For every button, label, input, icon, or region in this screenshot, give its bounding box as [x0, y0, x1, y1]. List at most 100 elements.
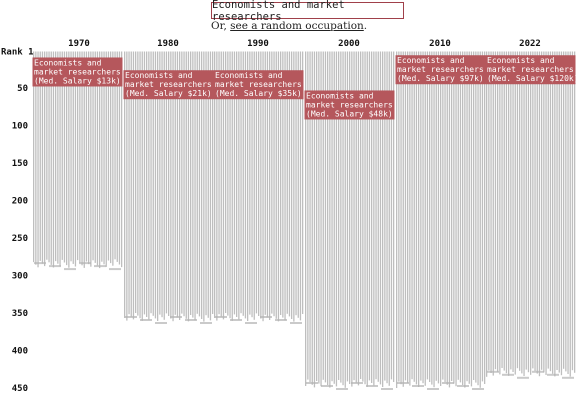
occupation-bar	[152, 51, 154, 316]
highlight-salary-label: (Med. Salary $13k)	[34, 76, 121, 85]
occupation-bar	[293, 51, 295, 322]
occupation-bar	[258, 51, 260, 316]
occupation-bars	[305, 51, 395, 390]
occupation-bar	[46, 51, 48, 260]
year-column-2010: 2010	[396, 39, 486, 390]
occupation-bar	[373, 51, 375, 386]
occupation-bar	[242, 51, 244, 316]
occupation-bar	[418, 51, 420, 387]
occupation-bar	[457, 51, 459, 380]
occupation-bar	[415, 51, 418, 385]
occupation-bar	[379, 51, 382, 385]
highlight-rect	[304, 90, 395, 120]
highlight-name-line2: market researchers	[397, 65, 484, 74]
occupation-bar	[545, 51, 547, 375]
occupation-bar	[275, 51, 277, 319]
occupation-bar	[327, 51, 329, 385]
occupation-bar	[431, 51, 433, 385]
occupation-bar	[349, 51, 351, 384]
highlight-name-line1: Economists and	[34, 58, 102, 67]
occupation-bar	[172, 51, 174, 322]
occupation-bar	[494, 51, 497, 370]
occupation-bar-end	[140, 319, 152, 321]
occupation-bar	[556, 51, 558, 370]
occupation-bar	[307, 51, 309, 380]
occupation-bar	[203, 51, 205, 322]
random-occupation-line: Or, see a random occupation.	[211, 20, 367, 32]
y-tick-label: 350	[12, 309, 28, 319]
occupation-bar	[240, 51, 242, 314]
year-label: 2000	[338, 39, 360, 49]
highlight-rect	[213, 70, 304, 100]
occupation-bar	[192, 51, 194, 318]
occupation-bar	[455, 51, 457, 387]
occupation-bar	[170, 51, 172, 319]
occupation-bar	[81, 51, 83, 266]
occupation-bar	[422, 51, 424, 384]
occupation-bar	[459, 51, 462, 383]
highlight-name-line1: Economists and	[306, 91, 374, 100]
occupation-bars	[214, 51, 304, 324]
occupation-bar	[52, 51, 55, 268]
occupation-bar	[444, 51, 446, 383]
occupation-bar	[368, 51, 371, 381]
occupation-bar	[501, 51, 503, 368]
occupation-bar	[429, 51, 431, 382]
occupation-bar	[440, 51, 442, 386]
occupation-bar	[37, 51, 39, 268]
occupation-bar	[353, 51, 355, 381]
occupation-bar	[481, 51, 484, 382]
occupation-bar	[571, 51, 574, 371]
occupation-bar	[266, 51, 269, 318]
occupation-bar	[322, 51, 324, 380]
occupation-bar	[488, 51, 490, 371]
occupation-bar	[413, 51, 415, 382]
occupation-bar	[351, 51, 353, 387]
occupation-bar	[41, 51, 44, 264]
occupation-bar	[569, 51, 571, 377]
occupation-bar	[560, 51, 563, 376]
occupation-bar	[118, 51, 121, 265]
occupation-bar	[247, 51, 249, 321]
occupation-bar	[409, 51, 411, 386]
occupation-bar-end	[427, 388, 439, 390]
occupation-bar	[72, 51, 74, 264]
occupation-bar-end	[472, 388, 484, 390]
occupation-bar	[477, 51, 479, 386]
occupation-bar	[161, 51, 163, 318]
occupation-bar	[407, 51, 409, 383]
occupation-bar	[288, 51, 291, 317]
occupation-bar	[116, 51, 118, 262]
occupation-bar	[510, 51, 512, 370]
occupation-bar	[50, 51, 52, 265]
occupation-bar	[377, 51, 379, 382]
occupation-bar	[532, 51, 534, 369]
occupation-search-value: Economists and market researchers	[212, 0, 345, 23]
occupation-bar-end	[155, 322, 167, 324]
occupation-bar	[475, 51, 477, 383]
occupation-bar	[238, 51, 240, 320]
occupation-bar	[39, 51, 41, 261]
year-column-1970: 1970	[33, 39, 123, 271]
random-occupation-link[interactable]: see a random occupation	[230, 20, 364, 32]
occupation-bar	[453, 51, 455, 384]
occupation-bar	[514, 51, 516, 375]
occupation-bar	[530, 51, 532, 375]
occupation-bar	[99, 51, 101, 269]
occupation-bar	[110, 51, 112, 264]
occupation-bar	[68, 51, 70, 268]
highlight-name-line2: market researchers	[34, 67, 121, 76]
occupation-search-box[interactable]: Economists and market researchers	[211, 0, 404, 23]
occupation-bar	[371, 51, 373, 383]
occupation-bar	[357, 51, 360, 386]
occupation-bar	[33, 51, 35, 263]
occupation-bar	[297, 51, 299, 318]
occupation-bar	[295, 51, 297, 316]
highlight-name-line1: Economists and	[487, 56, 555, 65]
